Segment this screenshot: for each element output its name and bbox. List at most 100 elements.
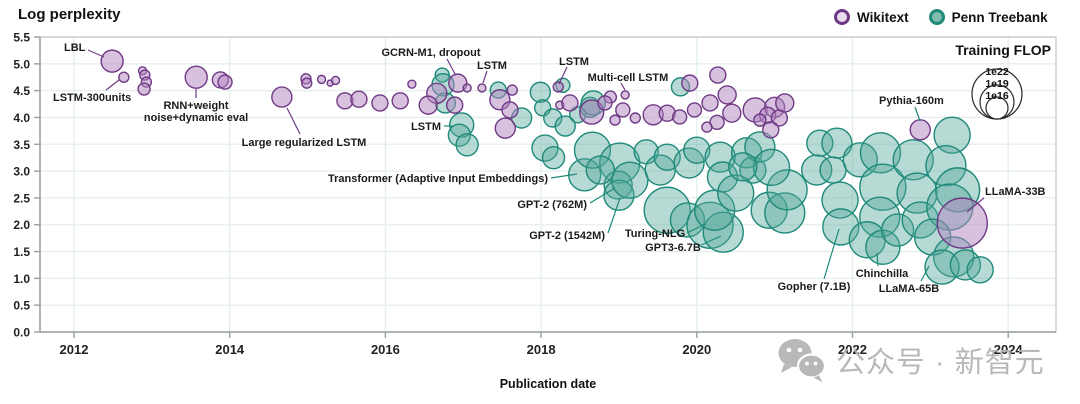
bubble-wikitext bbox=[717, 85, 737, 105]
annotation-leader-line bbox=[823, 228, 840, 280]
bubble-wikitext bbox=[909, 119, 931, 141]
bubble-penn-treebank bbox=[865, 229, 901, 265]
bubble-wikitext bbox=[330, 75, 341, 86]
y-tick-label: 3.0 bbox=[13, 165, 30, 179]
annotation-label: Large regularized LSTM bbox=[242, 137, 367, 149]
annotation-label: Gopher (7.1B) bbox=[778, 281, 851, 293]
bubble-wikitext bbox=[137, 82, 151, 96]
annotation-leader-line bbox=[686, 223, 706, 234]
bubble-penn-treebank bbox=[683, 136, 711, 164]
annotation-leader-line bbox=[482, 70, 488, 84]
bubble-wikitext bbox=[350, 90, 368, 108]
annotation-leader-line bbox=[920, 265, 930, 282]
bubble-wikitext bbox=[316, 74, 327, 85]
series-legend: Wikitext Penn Treebank bbox=[834, 9, 1048, 25]
bubble-wikitext bbox=[301, 77, 313, 89]
bubble-penn-treebank bbox=[694, 189, 736, 231]
annotation-label: GPT-2 (1542M) bbox=[529, 230, 605, 242]
bubble-penn-treebank bbox=[880, 213, 915, 247]
bubble-wikitext bbox=[609, 114, 621, 126]
bubble-wikitext bbox=[448, 73, 468, 93]
y-tick-label: 2.5 bbox=[13, 191, 30, 205]
annotation-label: GPT3-6.7B bbox=[645, 242, 701, 254]
wikitext-swatch-icon bbox=[834, 9, 850, 25]
bubble-penn-treebank bbox=[702, 211, 744, 253]
bubble-wikitext bbox=[100, 49, 124, 73]
annotation-leader-line bbox=[620, 82, 626, 91]
bubble-penn-treebank bbox=[859, 132, 902, 174]
bubble-wikitext bbox=[561, 94, 579, 112]
annotation-leader-line bbox=[700, 235, 722, 246]
y-tick-label: 1.0 bbox=[13, 272, 30, 286]
annotation-label: LSTM-300units bbox=[53, 92, 131, 104]
bubble-wikitext bbox=[615, 102, 631, 118]
annotation-leader-line bbox=[589, 187, 616, 204]
bubble-penn-treebank bbox=[585, 155, 615, 185]
bubble-wikitext bbox=[620, 90, 630, 100]
annotation-label: Transformer (Adaptive Input Embeddings) bbox=[328, 173, 548, 185]
bubble-penn-treebank bbox=[529, 81, 552, 103]
bubble-wikitext bbox=[118, 71, 130, 83]
y-tick-label: 5.0 bbox=[13, 57, 30, 71]
bubble-penn-treebank bbox=[821, 181, 859, 219]
bubble-wikitext bbox=[184, 65, 208, 89]
annotation-label: LBL bbox=[64, 42, 86, 54]
x-tick-label: 2014 bbox=[215, 342, 245, 357]
bubble-penn-treebank bbox=[744, 131, 776, 163]
y-tick-label: 4.5 bbox=[13, 84, 30, 98]
annotation-leader-line bbox=[607, 197, 621, 234]
annotation-label: noise+dynamic eval bbox=[144, 112, 248, 124]
x-axis-title: Publication date bbox=[499, 377, 597, 391]
bubble-penn-treebank bbox=[859, 196, 901, 238]
bubble-penn-treebank bbox=[717, 174, 755, 212]
bubble-wikitext bbox=[722, 103, 742, 123]
annotation-leader-line bbox=[558, 66, 568, 85]
bubble-penn-treebank bbox=[966, 256, 994, 284]
flop-legend-label: 1e16 bbox=[985, 90, 1009, 102]
bubble-penn-treebank bbox=[800, 154, 833, 186]
bubble-wikitext bbox=[671, 109, 688, 125]
bubble-penn-treebank bbox=[764, 192, 806, 234]
y-tick-label: 3.5 bbox=[13, 138, 30, 152]
y-axis-title: Log perplexity bbox=[18, 6, 121, 23]
bubble-penn-treebank bbox=[949, 249, 982, 281]
annotation-leader-line bbox=[876, 252, 879, 267]
penn-treebank-swatch-icon bbox=[928, 9, 945, 25]
bubble-wikitext bbox=[501, 101, 519, 119]
bubble-wikitext bbox=[686, 102, 703, 118]
bubble-wikitext bbox=[391, 92, 409, 110]
legend-item-wikitext: Wikitext bbox=[834, 9, 909, 25]
annotation-label: LSTM bbox=[411, 121, 441, 133]
x-tick-label: 2024 bbox=[994, 342, 1024, 357]
annotation-leader-line bbox=[446, 58, 456, 75]
x-tick-label: 2012 bbox=[60, 342, 89, 357]
bubble-penn-treebank bbox=[643, 186, 691, 234]
x-tick-label: 2018 bbox=[527, 342, 556, 357]
y-tick-label: 5.5 bbox=[13, 31, 30, 45]
bubble-penn-treebank bbox=[573, 131, 612, 169]
bubble-wikitext bbox=[753, 113, 767, 127]
annotation-leader-line bbox=[966, 197, 985, 213]
y-tick-label: 0.5 bbox=[13, 299, 30, 313]
bubble-wikitext bbox=[217, 74, 233, 90]
bubble-wikitext bbox=[407, 79, 417, 89]
bubble-penn-treebank bbox=[447, 123, 472, 147]
annotation-label: LLaMA-65B bbox=[879, 283, 940, 295]
y-tick-label: 4.0 bbox=[13, 111, 30, 125]
annotation-label: Turing-NLG bbox=[625, 228, 685, 240]
bubble-penn-treebank bbox=[766, 169, 808, 211]
bubble-penn-treebank bbox=[925, 145, 967, 187]
bubble-penn-treebank bbox=[455, 133, 479, 157]
bubble-wikitext bbox=[762, 121, 780, 139]
annotation-label: Chinchilla bbox=[856, 268, 909, 280]
bubble-penn-treebank bbox=[673, 147, 705, 179]
bubble-wikitext bbox=[552, 81, 564, 93]
bubble-wikitext bbox=[597, 95, 613, 111]
annotation-leader-line bbox=[914, 106, 921, 122]
bubble-penn-treebank bbox=[611, 161, 649, 199]
bubble-wikitext bbox=[445, 96, 464, 114]
bubble-wikitext bbox=[701, 94, 719, 112]
bubble-penn-treebank bbox=[541, 145, 566, 170]
